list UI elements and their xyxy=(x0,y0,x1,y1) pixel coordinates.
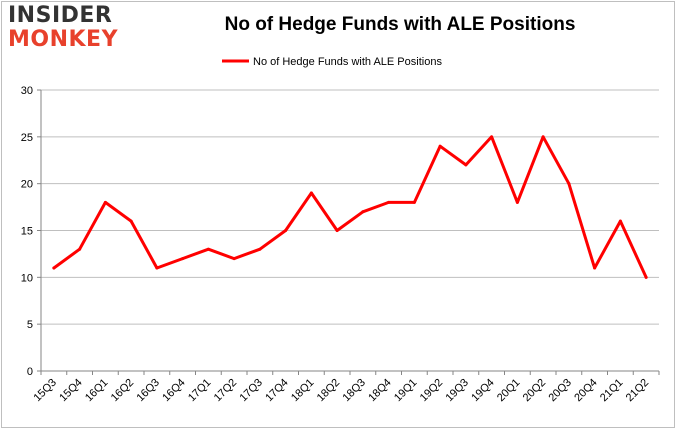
data-point xyxy=(103,200,107,204)
series-line xyxy=(52,135,648,279)
x-tick-label: 20Q2 xyxy=(521,377,549,405)
chart-title: No of Hedge Funds with ALE Positions xyxy=(224,14,576,35)
data-point xyxy=(155,266,159,270)
x-tick-label: 16Q3 xyxy=(134,377,162,405)
legend: No of Hedge Funds with ALE Positions xyxy=(222,56,442,68)
data-point xyxy=(412,200,416,204)
x-tick-label: 17Q2 xyxy=(212,377,240,405)
x-tick-label: 17Q3 xyxy=(237,377,265,405)
data-point xyxy=(52,266,56,270)
axes: 0 5 10 15 20 25 30 15Q315Q416Q116Q216Q316Q417Q1… xyxy=(21,85,660,405)
data-point xyxy=(335,229,339,232)
y-tick-label: 25 xyxy=(21,132,33,144)
x-tick-label: 17Q1 xyxy=(186,377,214,405)
data-point xyxy=(284,229,288,232)
data-point xyxy=(206,247,210,251)
x-tick-label: 18Q3 xyxy=(340,377,368,405)
x-tick-label: 15Q3 xyxy=(31,377,59,405)
data-point xyxy=(593,266,597,270)
data-point xyxy=(567,182,571,186)
y-tick-label: 10 xyxy=(21,272,33,284)
x-tick-label: 19Q1 xyxy=(392,377,420,405)
y-tick-label: 15 xyxy=(21,226,33,238)
x-tick-label: 19Q2 xyxy=(418,377,446,405)
data-point xyxy=(618,219,622,223)
y-tick-label: 0 xyxy=(27,366,33,378)
data-point xyxy=(644,275,648,279)
logo-line-2: MONKEY xyxy=(8,27,119,52)
x-tick-label: 16Q4 xyxy=(160,377,188,405)
x-tick-label: 16Q1 xyxy=(83,377,111,405)
insider-monkey-logo: INSIDER MONKEY xyxy=(8,4,133,56)
data-point xyxy=(129,219,133,223)
data-point xyxy=(490,135,494,139)
gridlines xyxy=(41,89,659,325)
x-tick-label: 21Q1 xyxy=(598,377,626,405)
data-point xyxy=(78,247,82,251)
data-point xyxy=(541,135,545,139)
x-tick-label: 18Q2 xyxy=(315,377,343,405)
y-tick-label: 20 xyxy=(21,179,33,191)
x-tick-label: 16Q2 xyxy=(109,377,137,405)
x-tick-label: 18Q1 xyxy=(289,377,317,405)
x-tick-label: 17Q4 xyxy=(263,377,291,405)
logo-line-1: INSIDER xyxy=(8,3,113,28)
x-tick-label: 20Q4 xyxy=(572,377,600,405)
series-lines xyxy=(52,135,648,279)
data-point xyxy=(181,257,185,261)
x-tick-label: 21Q2 xyxy=(624,377,652,405)
y-tick-label: 5 xyxy=(27,319,33,331)
data-point xyxy=(438,144,442,148)
x-tick-label: 15Q4 xyxy=(57,377,85,405)
x-tick-label: 20Q1 xyxy=(495,377,523,405)
x-tick-label: 20Q3 xyxy=(546,377,574,405)
data-point xyxy=(464,163,468,167)
data-point xyxy=(387,200,391,204)
data-point xyxy=(515,200,519,204)
x-tick-label: 19Q4 xyxy=(469,377,497,405)
x-tick-label: 18Q4 xyxy=(366,377,394,405)
data-point xyxy=(232,257,236,261)
legend-label: No of Hedge Funds with ALE Positions xyxy=(253,56,442,68)
data-point xyxy=(258,247,262,251)
data-point xyxy=(309,191,313,195)
y-tick-label: 30 xyxy=(21,85,33,97)
x-tick-label: 19Q3 xyxy=(443,377,471,405)
data-point xyxy=(361,210,365,214)
